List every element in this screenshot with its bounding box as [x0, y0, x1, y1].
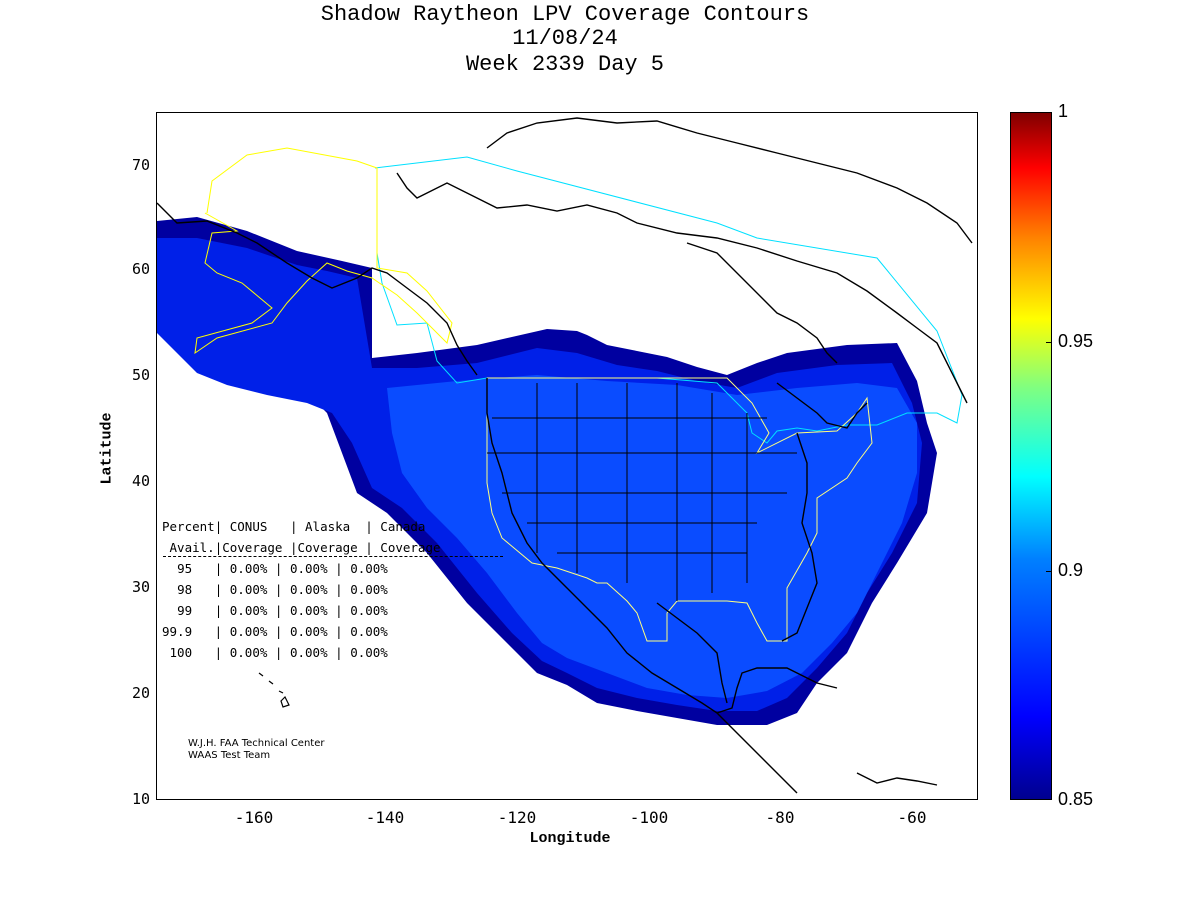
chart-title: Shadow Raytheon LPV Coverage Contours — [320, 2, 810, 27]
colorbar-tick-label: 0.85 — [1058, 789, 1094, 809]
conus-boundary — [486, 377, 873, 642]
y-axis-label: Latitude — [98, 412, 116, 485]
hawaii-islands — [258, 672, 290, 708]
x-axis-label: Longitude — [529, 830, 611, 847]
stats-header-row: Percent| CONUS | Alaska | Canada — [162, 519, 426, 534]
stats-cell: 99.9 — [162, 624, 193, 639]
stats-cell: 0.00% — [229, 603, 268, 618]
chart-date: 11/08/24 — [512, 26, 618, 51]
stats-header-row: Avail.|Coverage |Coverage | Coverage — [169, 540, 441, 555]
y-tick-label: 50 — [131, 366, 150, 384]
stats-row: 100 | 0.00% | 0.00% | 0.00% — [169, 645, 388, 660]
stats-header-cell: CONUS — [229, 519, 268, 534]
coverage-map — [157, 117, 973, 794]
stats-header-cell: Coverage — [380, 540, 441, 555]
stats-cell: 100 — [169, 645, 193, 660]
credit-line: W.J.H. FAA Technical Center — [188, 738, 325, 749]
stats-cell: 0.00% — [350, 582, 388, 597]
y-tick-label: 30 — [131, 578, 150, 596]
stats-cell: 0.00% — [350, 561, 388, 576]
x-tick-label: -140 — [365, 808, 405, 827]
x-tick-label: -160 — [234, 808, 274, 827]
stats-cell: 0.00% — [350, 603, 388, 618]
stats-header-cell: Percent — [162, 519, 215, 534]
map-plot-area — [156, 112, 978, 800]
colorbar-tick-label: 1 — [1058, 101, 1069, 121]
y-tick-label: 40 — [131, 472, 150, 490]
colorbar-tick-label: 0.95 — [1058, 331, 1094, 351]
stats-cell: 0.00% — [229, 624, 268, 639]
stats-row: 95 | 0.00% | 0.00% | 0.00% — [177, 561, 388, 576]
stats-cell: 0.00% — [229, 645, 268, 660]
stats-separator — [163, 556, 503, 557]
stats-cell: 0.00% — [289, 561, 328, 576]
stats-cell: 0.00% — [289, 624, 328, 639]
us-state-borders — [487, 383, 797, 601]
stats-cell: 0.00% — [289, 645, 328, 660]
stats-cell: 99 — [177, 603, 193, 618]
stats-row: 99 | 0.00% | 0.00% | 0.00% — [177, 603, 388, 618]
stats-cell: 0.00% — [289, 603, 328, 618]
stats-cell: 0.00% — [229, 582, 268, 597]
x-tick-label: -80 — [765, 808, 795, 827]
alaska-boundary — [194, 147, 453, 355]
stats-row: 99.9 | 0.00% | 0.00% | 0.00% — [162, 624, 388, 639]
stats-cell: 98 — [177, 582, 193, 597]
stats-cell: 0.00% — [289, 582, 328, 597]
y-tick-label: 10 — [131, 790, 150, 808]
stats-header-cell: Alaska — [305, 519, 351, 534]
y-tick-label: 70 — [131, 156, 150, 174]
stats-cell: 0.00% — [350, 645, 388, 660]
chart-week-day: Week 2339 Day 5 — [465, 52, 665, 77]
stats-row: 98 | 0.00% | 0.00% | 0.00% — [177, 582, 388, 597]
y-tick-label: 20 — [131, 684, 150, 702]
stats-header-cell: Canada — [380, 519, 426, 534]
x-tick-label: -60 — [897, 808, 927, 827]
stats-cell: 95 — [177, 561, 193, 576]
y-tick-label: 60 — [131, 260, 150, 278]
coastlines — [157, 117, 973, 794]
stats-cell: 0.00% — [229, 561, 268, 576]
stats-cell: 0.00% — [350, 624, 388, 639]
coverage-region-inner — [387, 375, 917, 698]
stats-header-cell: Coverage — [222, 540, 283, 555]
stats-header-cell: Avail. — [169, 540, 215, 555]
colorbar-tick-label: 0.9 — [1058, 560, 1084, 580]
credit-line: WAAS Test Team — [188, 750, 271, 761]
colorbar — [1010, 112, 1052, 800]
x-tick-label: -120 — [497, 808, 537, 827]
coverage-stats-table: Percent| CONUS | Alaska | Canada Avail.|… — [162, 516, 441, 663]
x-tick-label: -100 — [629, 808, 669, 827]
colorbar-tick-mark — [1046, 571, 1052, 572]
stats-header-cell: Coverage — [297, 540, 358, 555]
colorbar-tick-mark — [1046, 342, 1052, 343]
canada-boundary — [374, 156, 963, 444]
